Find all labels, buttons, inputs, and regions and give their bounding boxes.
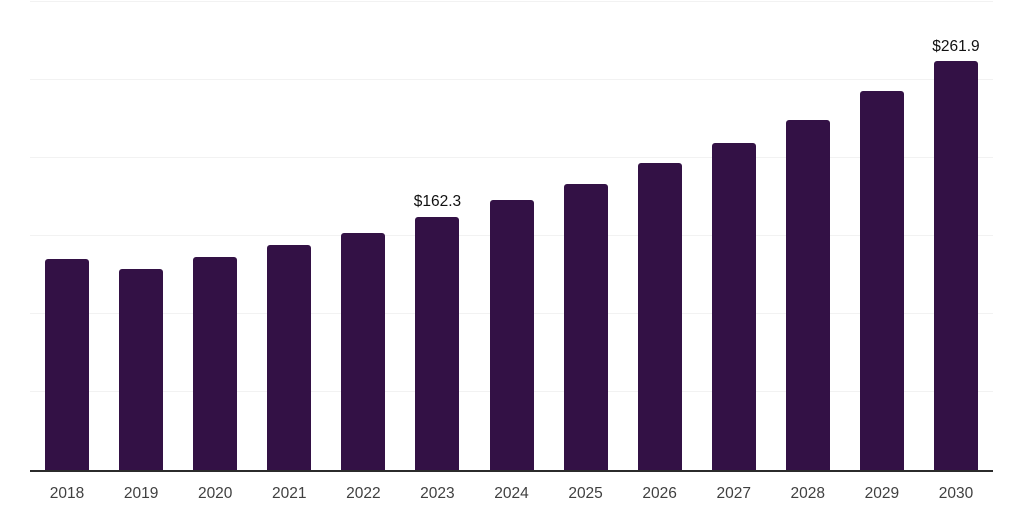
bar-2018[interactable] <box>45 258 90 470</box>
gridline <box>30 79 993 80</box>
x-tick-2023: 2023 <box>420 485 455 502</box>
gridline <box>30 157 993 159</box>
x-tick-2021: 2021 <box>272 485 307 502</box>
data-label-2023: $162.3 <box>413 193 462 211</box>
bar-2024[interactable] <box>489 199 534 470</box>
x-axis: 2018 2019 2020 2021 2022 2023 2024 2025 2026 2027… <box>30 484 993 504</box>
x-tick-2028: 2028 <box>790 485 826 502</box>
x-tick-2030: 2030 <box>938 485 974 502</box>
x-tick-2025: 2025 <box>568 485 603 502</box>
bar-2023[interactable] <box>415 216 460 470</box>
x-tick-2019: 2019 <box>123 485 159 502</box>
bar-2025[interactable] <box>563 184 608 470</box>
x-tick-2024: 2024 <box>494 485 529 502</box>
x-tick-2026: 2026 <box>642 485 677 502</box>
x-tick-2018: 2018 <box>49 485 85 502</box>
x-tick-2022: 2022 <box>346 485 381 502</box>
x-tick-2020: 2020 <box>197 485 233 502</box>
bar-2022[interactable] <box>341 233 386 470</box>
bar-2030[interactable] <box>933 61 978 470</box>
data-label-2030: $261.9 <box>932 37 980 55</box>
bar-2021[interactable] <box>267 245 312 470</box>
bar-2020[interactable] <box>193 257 238 470</box>
bar-2029[interactable] <box>859 90 904 470</box>
x-tick-2027: 2027 <box>716 485 751 502</box>
x-tick-2029: 2029 <box>864 485 900 502</box>
bar-2028[interactable] <box>785 119 830 470</box>
bar-2026[interactable] <box>637 163 682 470</box>
gridline <box>30 1 993 2</box>
bar-2019[interactable] <box>119 269 164 470</box>
plot-area: $162.3 $261.9 <box>30 1 993 472</box>
bar-2027[interactable] <box>711 143 756 470</box>
